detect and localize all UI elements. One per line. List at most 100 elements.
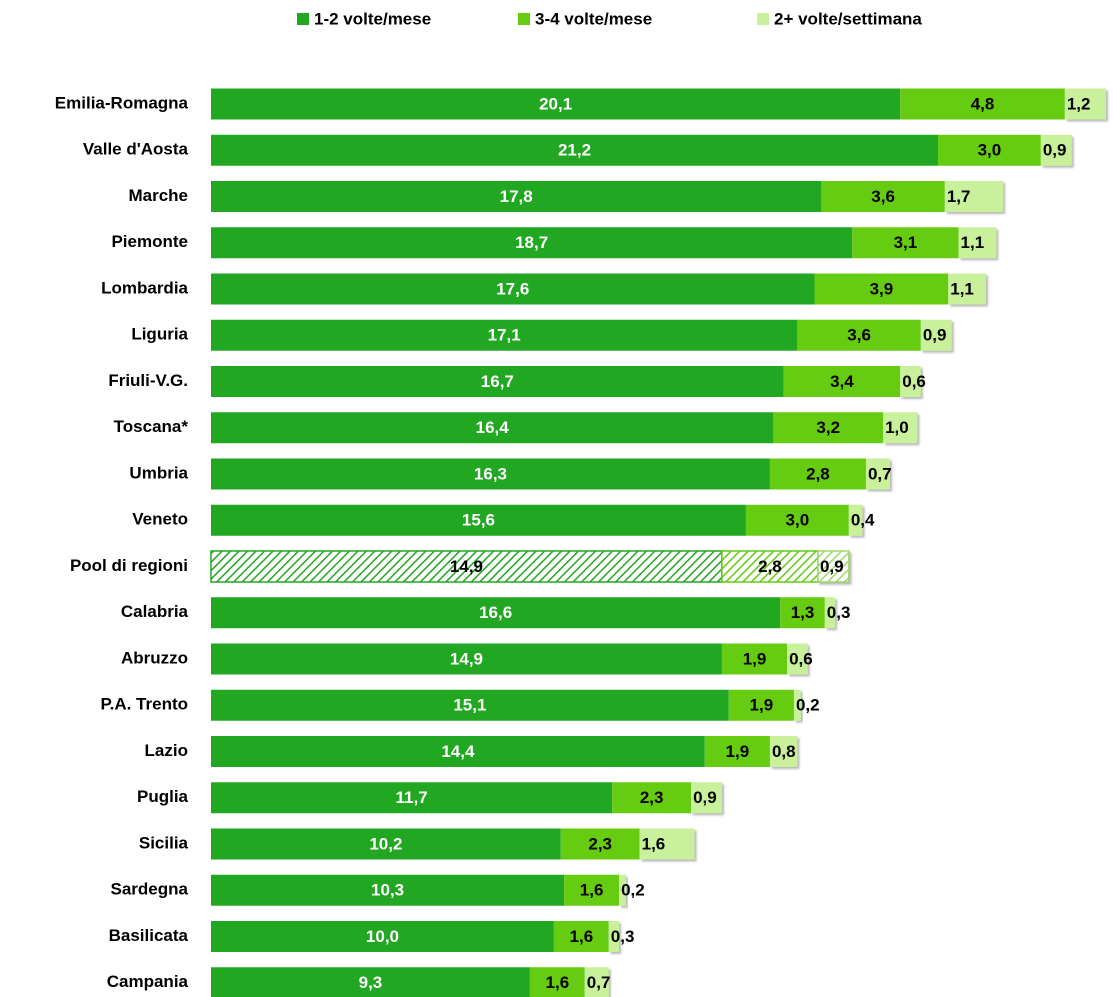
value-label: 14,4 [441,742,475,761]
bar-segment [865,458,890,490]
bar-segment [948,273,986,305]
category-label: Pool di regioni [70,556,188,575]
bar-segment [944,181,1004,212]
bar-segment [211,828,561,860]
value-label: 16,4 [476,418,510,437]
category-label: Puglia [137,787,189,806]
bar-segment [211,782,613,814]
category-label: Lazio [145,741,188,760]
value-label: 10,2 [369,834,402,853]
bar-segment [769,458,866,490]
bar-segment [721,550,819,583]
category-label: Calabria [121,602,189,621]
value-label: 17,8 [500,187,533,206]
value-label: 9,3 [359,973,383,992]
bar-segment [211,458,770,490]
bar-segment [564,874,620,906]
legend-swatch [757,13,769,25]
bar-segment [797,319,921,351]
value-label: 0,3 [827,603,851,622]
bar-segment [824,597,836,629]
bar-segment [211,88,901,120]
bar-segment [211,874,565,906]
value-label: 0,7 [587,973,611,992]
category-label: Emilia-Romagna [55,93,189,112]
value-label: 2,8 [758,557,782,576]
value-label: 3,1 [894,233,918,252]
value-label: 3,0 [786,511,810,530]
bar-segment [728,689,794,721]
legend-label: 1-2 volte/mese [314,9,431,28]
value-label: 15,6 [462,511,495,530]
category-label: Liguria [131,325,188,344]
value-label: 0,4 [851,511,875,530]
bar-segment [773,412,884,444]
value-label: 2,3 [640,788,664,807]
bar-segment [852,227,959,259]
bar-segment [553,921,609,952]
bar-segment [780,597,825,629]
value-label: 3,2 [816,418,840,437]
bar-segment [745,504,849,536]
legend-swatch [297,13,309,25]
value-label: 10,0 [366,927,399,946]
value-label: 14,9 [450,557,483,576]
value-label: 14,9 [450,649,483,668]
bar-segment [211,643,722,675]
value-label: 1,3 [791,603,815,622]
value-label: 2,3 [588,834,612,853]
bar-segment [814,273,949,305]
category-label: Sicilia [139,833,189,852]
value-label: 17,6 [496,279,529,298]
bar-segment [211,412,774,444]
bar-segment [920,319,952,351]
bar-segment [211,504,746,536]
value-label: 2,8 [806,464,830,483]
value-label: 1,2 [1067,94,1091,113]
value-label: 1,6 [580,881,604,900]
bar-segment [721,643,788,675]
bar-segment [883,412,918,444]
category-label: Toscana* [114,417,189,436]
bar-segment [1064,88,1106,120]
bar-segment [821,181,945,212]
category-label: Marche [128,186,188,205]
bar-segment [787,643,808,675]
value-label: 1,9 [726,742,750,761]
category-label: Piemonte [111,232,188,251]
value-label: 1,6 [546,973,570,992]
bar-segment [769,736,798,767]
value-label: 16,3 [474,464,507,483]
category-label: Friuli-V.G. [108,371,188,390]
value-label: 16,7 [481,372,514,391]
value-label: 0,9 [1043,141,1067,160]
bar-segment [639,828,695,860]
value-label: 3,9 [870,279,894,298]
value-label: 0,3 [611,927,635,946]
bar-segment [783,366,901,397]
value-label: 10,3 [371,881,404,900]
value-label: 18,7 [515,233,548,252]
bar-segment [211,319,798,351]
bar-segment [211,967,530,997]
bar-segment [958,227,997,259]
value-label: 1,1 [961,233,985,252]
value-label: 17,1 [488,326,521,345]
bar-segment [210,550,723,583]
value-label: 11,7 [396,788,428,807]
bar-segment [612,782,692,814]
value-label: 21,2 [558,141,591,160]
value-label: 1,9 [743,649,767,668]
value-label: 0,9 [693,788,717,807]
value-label: 4,8 [971,94,995,113]
bar-segment [211,181,822,212]
category-label: Basilicata [109,926,189,945]
value-label: 20,1 [539,94,572,113]
value-label: 0,8 [772,742,796,761]
bar-segment [619,874,626,906]
bar-segment [211,736,705,767]
category-label: Campania [107,972,189,991]
category-label: P.A. Trento [100,695,188,714]
legend-label: 2+ volte/settimana [774,9,922,28]
bar-segment [817,550,850,583]
